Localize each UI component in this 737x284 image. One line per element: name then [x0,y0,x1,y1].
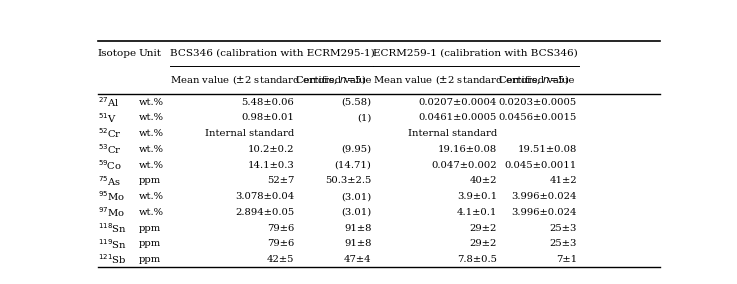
Text: Internal standard: Internal standard [408,129,497,138]
Text: $^{97}$Mo: $^{97}$Mo [98,205,125,219]
Text: (9.95): (9.95) [341,145,371,154]
Text: $^{75}$As: $^{75}$As [98,174,121,188]
Text: (3.01): (3.01) [341,208,371,217]
Text: wt.%: wt.% [139,145,164,154]
Text: 47±4: 47±4 [343,255,371,264]
Text: wt.%: wt.% [139,129,164,138]
Text: 5.48±0.06: 5.48±0.06 [242,98,294,106]
Text: 50.3±2.5: 50.3±2.5 [325,176,371,185]
Text: 7.8±0.5: 7.8±0.5 [457,255,497,264]
Text: wt.%: wt.% [139,113,164,122]
Text: ppm: ppm [139,239,161,248]
Text: ppm: ppm [139,176,161,185]
Text: 0.98±0.01: 0.98±0.01 [242,113,294,122]
Text: 41±2: 41±2 [549,176,577,185]
Text: 29±2: 29±2 [469,239,497,248]
Text: $^{118}$Sn: $^{118}$Sn [98,221,127,235]
Text: 2.894±0.05: 2.894±0.05 [235,208,294,217]
Text: 91±8: 91±8 [344,224,371,233]
Text: Isotope: Isotope [98,49,137,58]
Text: 42±5: 42±5 [267,255,294,264]
Text: 0.0203±0.0005: 0.0203±0.0005 [499,98,577,106]
Text: Mean value ($\pm$2 standard errors, $n$=5): Mean value ($\pm$2 standard errors, $n$=… [373,74,570,86]
Text: 40±2: 40±2 [469,176,497,185]
Text: 4.1±0.1: 4.1±0.1 [457,208,497,217]
Text: 10.2±0.2: 10.2±0.2 [248,145,294,154]
Text: ppm: ppm [139,224,161,233]
Text: Certified value: Certified value [296,76,371,85]
Text: 3.996±0.024: 3.996±0.024 [511,208,577,217]
Text: 0.047±0.002: 0.047±0.002 [431,160,497,170]
Text: wt.%: wt.% [139,208,164,217]
Text: (14.71): (14.71) [335,160,371,170]
Text: 7±1: 7±1 [556,255,577,264]
Text: $^{51}$V: $^{51}$V [98,111,116,125]
Text: wt.%: wt.% [139,98,164,106]
Text: 25±3: 25±3 [550,239,577,248]
Text: $^{121}$Sb: $^{121}$Sb [98,253,126,266]
Text: 0.0456±0.0015: 0.0456±0.0015 [499,113,577,122]
Text: $^{53}$Cr: $^{53}$Cr [98,142,122,156]
Text: 0.0461±0.0005: 0.0461±0.0005 [419,113,497,122]
Text: wt.%: wt.% [139,160,164,170]
Text: 19.16±0.08: 19.16±0.08 [438,145,497,154]
Text: 3.9±0.1: 3.9±0.1 [457,192,497,201]
Text: Certified value: Certified value [499,76,574,85]
Text: BCS346 (calibration with ECRM295-1): BCS346 (calibration with ECRM295-1) [170,49,375,58]
Text: 3.996±0.024: 3.996±0.024 [511,192,577,201]
Text: wt.%: wt.% [139,192,164,201]
Text: 0.0207±0.0004: 0.0207±0.0004 [419,98,497,106]
Text: 3.078±0.04: 3.078±0.04 [235,192,294,201]
Text: 14.1±0.3: 14.1±0.3 [248,160,294,170]
Text: $^{27}$Al: $^{27}$Al [98,95,119,109]
Text: $^{59}$Co: $^{59}$Co [98,158,122,172]
Text: 91±8: 91±8 [344,239,371,248]
Text: Internal standard: Internal standard [205,129,294,138]
Text: (1): (1) [357,113,371,122]
Text: 25±3: 25±3 [550,224,577,233]
Text: (5.58): (5.58) [341,98,371,106]
Text: Mean value ($\pm$2 standard errors, $n$=5): Mean value ($\pm$2 standard errors, $n$=… [170,74,366,86]
Text: 0.045±0.0011: 0.045±0.0011 [505,160,577,170]
Text: 79±6: 79±6 [267,239,294,248]
Text: ppm: ppm [139,255,161,264]
Text: 52±7: 52±7 [267,176,294,185]
Text: 29±2: 29±2 [469,224,497,233]
Text: $^{119}$Sn: $^{119}$Sn [98,237,127,251]
Text: (3.01): (3.01) [341,192,371,201]
Text: ECRM259-1 (calibration with BCS346): ECRM259-1 (calibration with BCS346) [373,49,578,58]
Text: 19.51±0.08: 19.51±0.08 [517,145,577,154]
Text: $^{95}$Mo: $^{95}$Mo [98,190,125,203]
Text: 79±6: 79±6 [267,224,294,233]
Text: $^{52}$Cr: $^{52}$Cr [98,127,122,141]
Text: Unit: Unit [139,49,162,58]
